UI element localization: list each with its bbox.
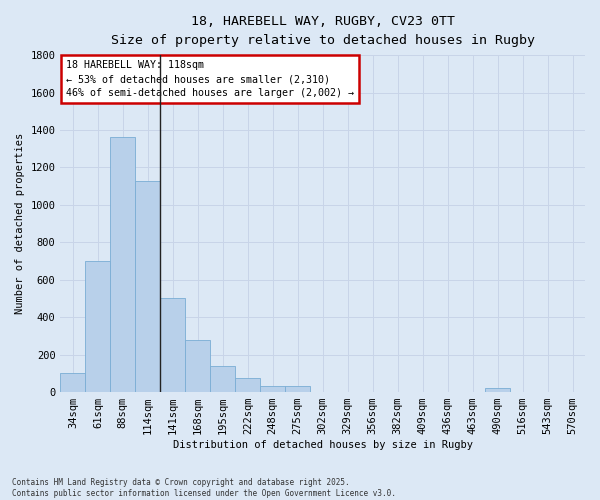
Text: Contains HM Land Registry data © Crown copyright and database right 2025.
Contai: Contains HM Land Registry data © Crown c… [12,478,396,498]
Bar [260,386,285,392]
Bar [185,340,210,392]
Bar [235,378,260,392]
Bar [485,388,510,392]
X-axis label: Distribution of detached houses by size in Rugby: Distribution of detached houses by size … [173,440,473,450]
Bar [160,298,185,392]
Bar [61,374,85,392]
Bar [85,261,110,392]
Text: 18 HAREBELL WAY: 118sqm
← 53% of detached houses are smaller (2,310)
46% of semi: 18 HAREBELL WAY: 118sqm ← 53% of detache… [65,60,353,98]
Y-axis label: Number of detached properties: Number of detached properties [15,133,25,314]
Bar [136,180,160,392]
Bar [210,366,235,392]
Bar [285,386,310,392]
Title: 18, HAREBELL WAY, RUGBY, CV23 0TT
Size of property relative to detached houses i: 18, HAREBELL WAY, RUGBY, CV23 0TT Size o… [111,15,535,47]
Bar [110,138,136,392]
